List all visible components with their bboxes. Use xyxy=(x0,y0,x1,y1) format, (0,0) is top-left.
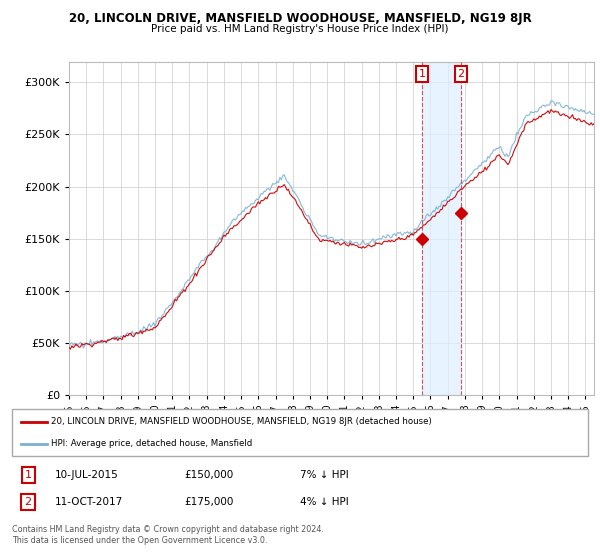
Text: Contains HM Land Registry data © Crown copyright and database right 2024.: Contains HM Land Registry data © Crown c… xyxy=(12,525,324,534)
Text: 2: 2 xyxy=(458,69,464,79)
Text: HPI: Average price, detached house, Mansfield: HPI: Average price, detached house, Mans… xyxy=(51,439,253,448)
Text: Price paid vs. HM Land Registry's House Price Index (HPI): Price paid vs. HM Land Registry's House … xyxy=(151,24,449,34)
Text: 10-JUL-2015: 10-JUL-2015 xyxy=(55,470,119,480)
Bar xyxy=(422,62,461,395)
Text: 4% ↓ HPI: 4% ↓ HPI xyxy=(300,497,349,507)
Text: £175,000: £175,000 xyxy=(185,497,234,507)
Text: 11-OCT-2017: 11-OCT-2017 xyxy=(55,497,124,507)
Text: 7% ↓ HPI: 7% ↓ HPI xyxy=(300,470,349,480)
Text: 20, LINCOLN DRIVE, MANSFIELD WOODHOUSE, MANSFIELD, NG19 8JR (detached house): 20, LINCOLN DRIVE, MANSFIELD WOODHOUSE, … xyxy=(51,417,432,426)
Text: £150,000: £150,000 xyxy=(185,470,234,480)
FancyBboxPatch shape xyxy=(12,409,588,456)
Text: 20, LINCOLN DRIVE, MANSFIELD WOODHOUSE, MANSFIELD, NG19 8JR: 20, LINCOLN DRIVE, MANSFIELD WOODHOUSE, … xyxy=(68,12,532,25)
Text: 2: 2 xyxy=(25,497,32,507)
Text: 1: 1 xyxy=(25,470,32,480)
Text: 1: 1 xyxy=(419,69,426,79)
Text: This data is licensed under the Open Government Licence v3.0.: This data is licensed under the Open Gov… xyxy=(12,536,268,545)
